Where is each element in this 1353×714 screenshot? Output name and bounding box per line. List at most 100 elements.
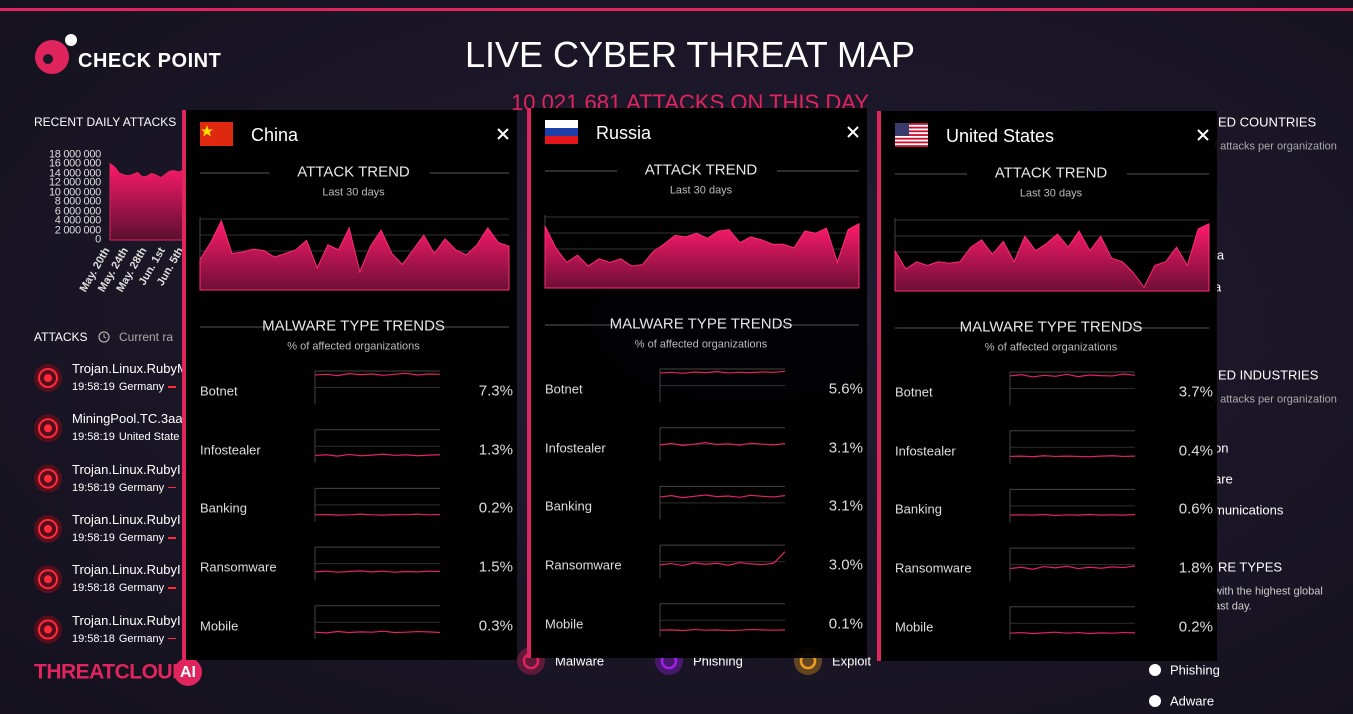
malware-share: 0.2% <box>1178 618 1213 636</box>
daily-area <box>109 162 185 241</box>
attack-meta: 19:58:19 Germany <box>72 532 182 544</box>
close-button[interactable] <box>495 126 511 142</box>
attack-icon-core <box>44 524 52 533</box>
attack-trend-area <box>199 219 510 291</box>
attack-name: MiningPool.TC.3aa <box>72 411 182 427</box>
side-note: with the highest global <box>1214 585 1323 598</box>
malware-sparkline <box>659 494 786 499</box>
section-heading: ATTACK TREND <box>994 164 1108 182</box>
flag-stripe <box>895 134 928 136</box>
side-title: ED COUNTRIES <box>1218 114 1317 130</box>
y-tick-label: 8 000 000 <box>54 195 102 208</box>
attack-name: Trojan.Linux.RubyI <box>72 511 181 527</box>
malware-name: Banking <box>895 501 942 517</box>
y-tick-label: 14 000 000 <box>48 167 101 180</box>
close-button[interactable] <box>845 124 861 140</box>
flag-canton <box>895 123 909 136</box>
attack-country: Germany <box>118 481 165 494</box>
malware-share: 1.8% <box>1178 559 1213 577</box>
malware-name: Ransomware <box>895 560 972 576</box>
side-note: f attacks per organization <box>1214 393 1337 406</box>
attack-icon <box>38 368 58 388</box>
attack-meta: 19:58:19 United State <box>72 431 182 443</box>
malware-share: 7.3% <box>478 382 513 400</box>
y-tick-label: 18 000 000 <box>48 148 101 161</box>
side-country: ia <box>1214 247 1225 263</box>
country-flag <box>545 120 578 144</box>
side-title: ED INDUSTRIES <box>1218 367 1319 383</box>
side-note: ast day. <box>1214 600 1252 613</box>
attack-arrow <box>168 486 177 489</box>
attack-time: 19:58:19 <box>72 531 115 544</box>
malware-share: 3.1% <box>828 439 863 457</box>
malware-sparkline <box>1009 631 1136 635</box>
malware-sparkline <box>314 513 441 516</box>
y-tick-label: 4 000 000 <box>54 214 102 227</box>
malware-share: 3.7% <box>1178 383 1213 401</box>
malware-sparkline <box>1009 455 1136 458</box>
flag-band <box>545 128 578 136</box>
malware-name: Ransomware <box>545 557 622 573</box>
popup-graphics <box>199 172 510 639</box>
attack-country: Germany <box>118 632 165 645</box>
attack-item[interactable]: Trojan.Linux.RubyI 19:58:18 Germany <box>72 562 182 594</box>
malware-sparkline <box>659 441 786 447</box>
attack-item[interactable]: MiningPool.TC.3aa 19:58:19 United State <box>72 411 182 443</box>
rate-label: Current ra <box>119 330 174 344</box>
attack-arrow <box>168 386 177 388</box>
section-subtitle: % of affected organizations <box>634 338 768 351</box>
close-button[interactable] <box>1195 127 1211 143</box>
flag-stripe <box>895 145 928 147</box>
flag-band <box>545 136 578 144</box>
malware-sparkline <box>1009 565 1136 570</box>
malware-name: Infostealer <box>545 440 606 456</box>
malware-name: Banking <box>200 500 247 516</box>
attack-item[interactable]: Trojan.Linux.RubyI 19:58:19 Germany <box>72 462 182 494</box>
malware-share: 3.1% <box>828 497 863 515</box>
malware-share: 1.5% <box>478 558 513 576</box>
malware-name: Botnet <box>200 383 238 399</box>
attack-country: Germany <box>118 531 165 544</box>
close-icon <box>497 128 509 140</box>
flag-stripe <box>895 137 928 140</box>
malware-name: Infostealer <box>200 442 261 458</box>
section-subtitle: Last 30 days <box>669 184 733 197</box>
malware-sparkline <box>1009 373 1136 378</box>
side-title: RE TYPES <box>1218 559 1283 575</box>
attack-name: Trojan.Linux.RubyI <box>72 461 181 477</box>
attack-arrow <box>168 637 177 640</box>
popup-graphics <box>894 173 1210 640</box>
malware-share: 0.1% <box>828 615 863 633</box>
attack-icon-core <box>44 474 52 483</box>
attack-item[interactable]: Trojan.Linux.RubyI 19:58:18 Germany <box>72 613 182 645</box>
attack-item[interactable]: Trojan.Linux.RubyM 19:58:19 Germany <box>72 361 182 393</box>
country-popup: United States ATTACK TREND Last 30 days MAL… <box>877 111 1217 661</box>
top-bar <box>0 8 1353 11</box>
malware-name: Botnet <box>895 384 933 400</box>
attack-item[interactable]: Trojan.Linux.RubyI 19:58:19 Germany <box>72 512 182 544</box>
malware-sparkline <box>314 630 441 634</box>
attack-time: 19:58:18 <box>72 582 115 595</box>
attack-time: 19:58:19 <box>72 431 115 444</box>
malware-name: Mobile <box>545 616 584 632</box>
section-heading: ATTACK TREND <box>297 163 410 181</box>
logo-hole <box>43 54 53 64</box>
flag-stripe <box>895 130 928 133</box>
side-country: a <box>1214 279 1222 295</box>
section-heading: MALWARE TYPE TRENDS <box>959 318 1143 336</box>
section-title: RECENT DAILY ATTACKS <box>34 115 177 129</box>
flag-stripe <box>895 141 928 144</box>
malware-sparkline <box>659 628 786 632</box>
section-heading: MALWARE TYPE TRENDS <box>262 317 445 335</box>
malware-sparkline <box>1009 513 1136 517</box>
close-x <box>847 126 859 138</box>
attack-name: Trojan.Linux.RubyI <box>72 612 181 628</box>
country-flag <box>200 122 233 146</box>
malware-share: 0.4% <box>1178 442 1213 460</box>
section-heading: MALWARE TYPE TRENDS <box>609 315 793 333</box>
popup-graphics <box>544 170 860 637</box>
logo-dot <box>65 34 77 46</box>
malware-name: Ransomware <box>200 559 277 575</box>
close-x <box>497 128 509 140</box>
country-name: United States <box>946 126 1055 146</box>
